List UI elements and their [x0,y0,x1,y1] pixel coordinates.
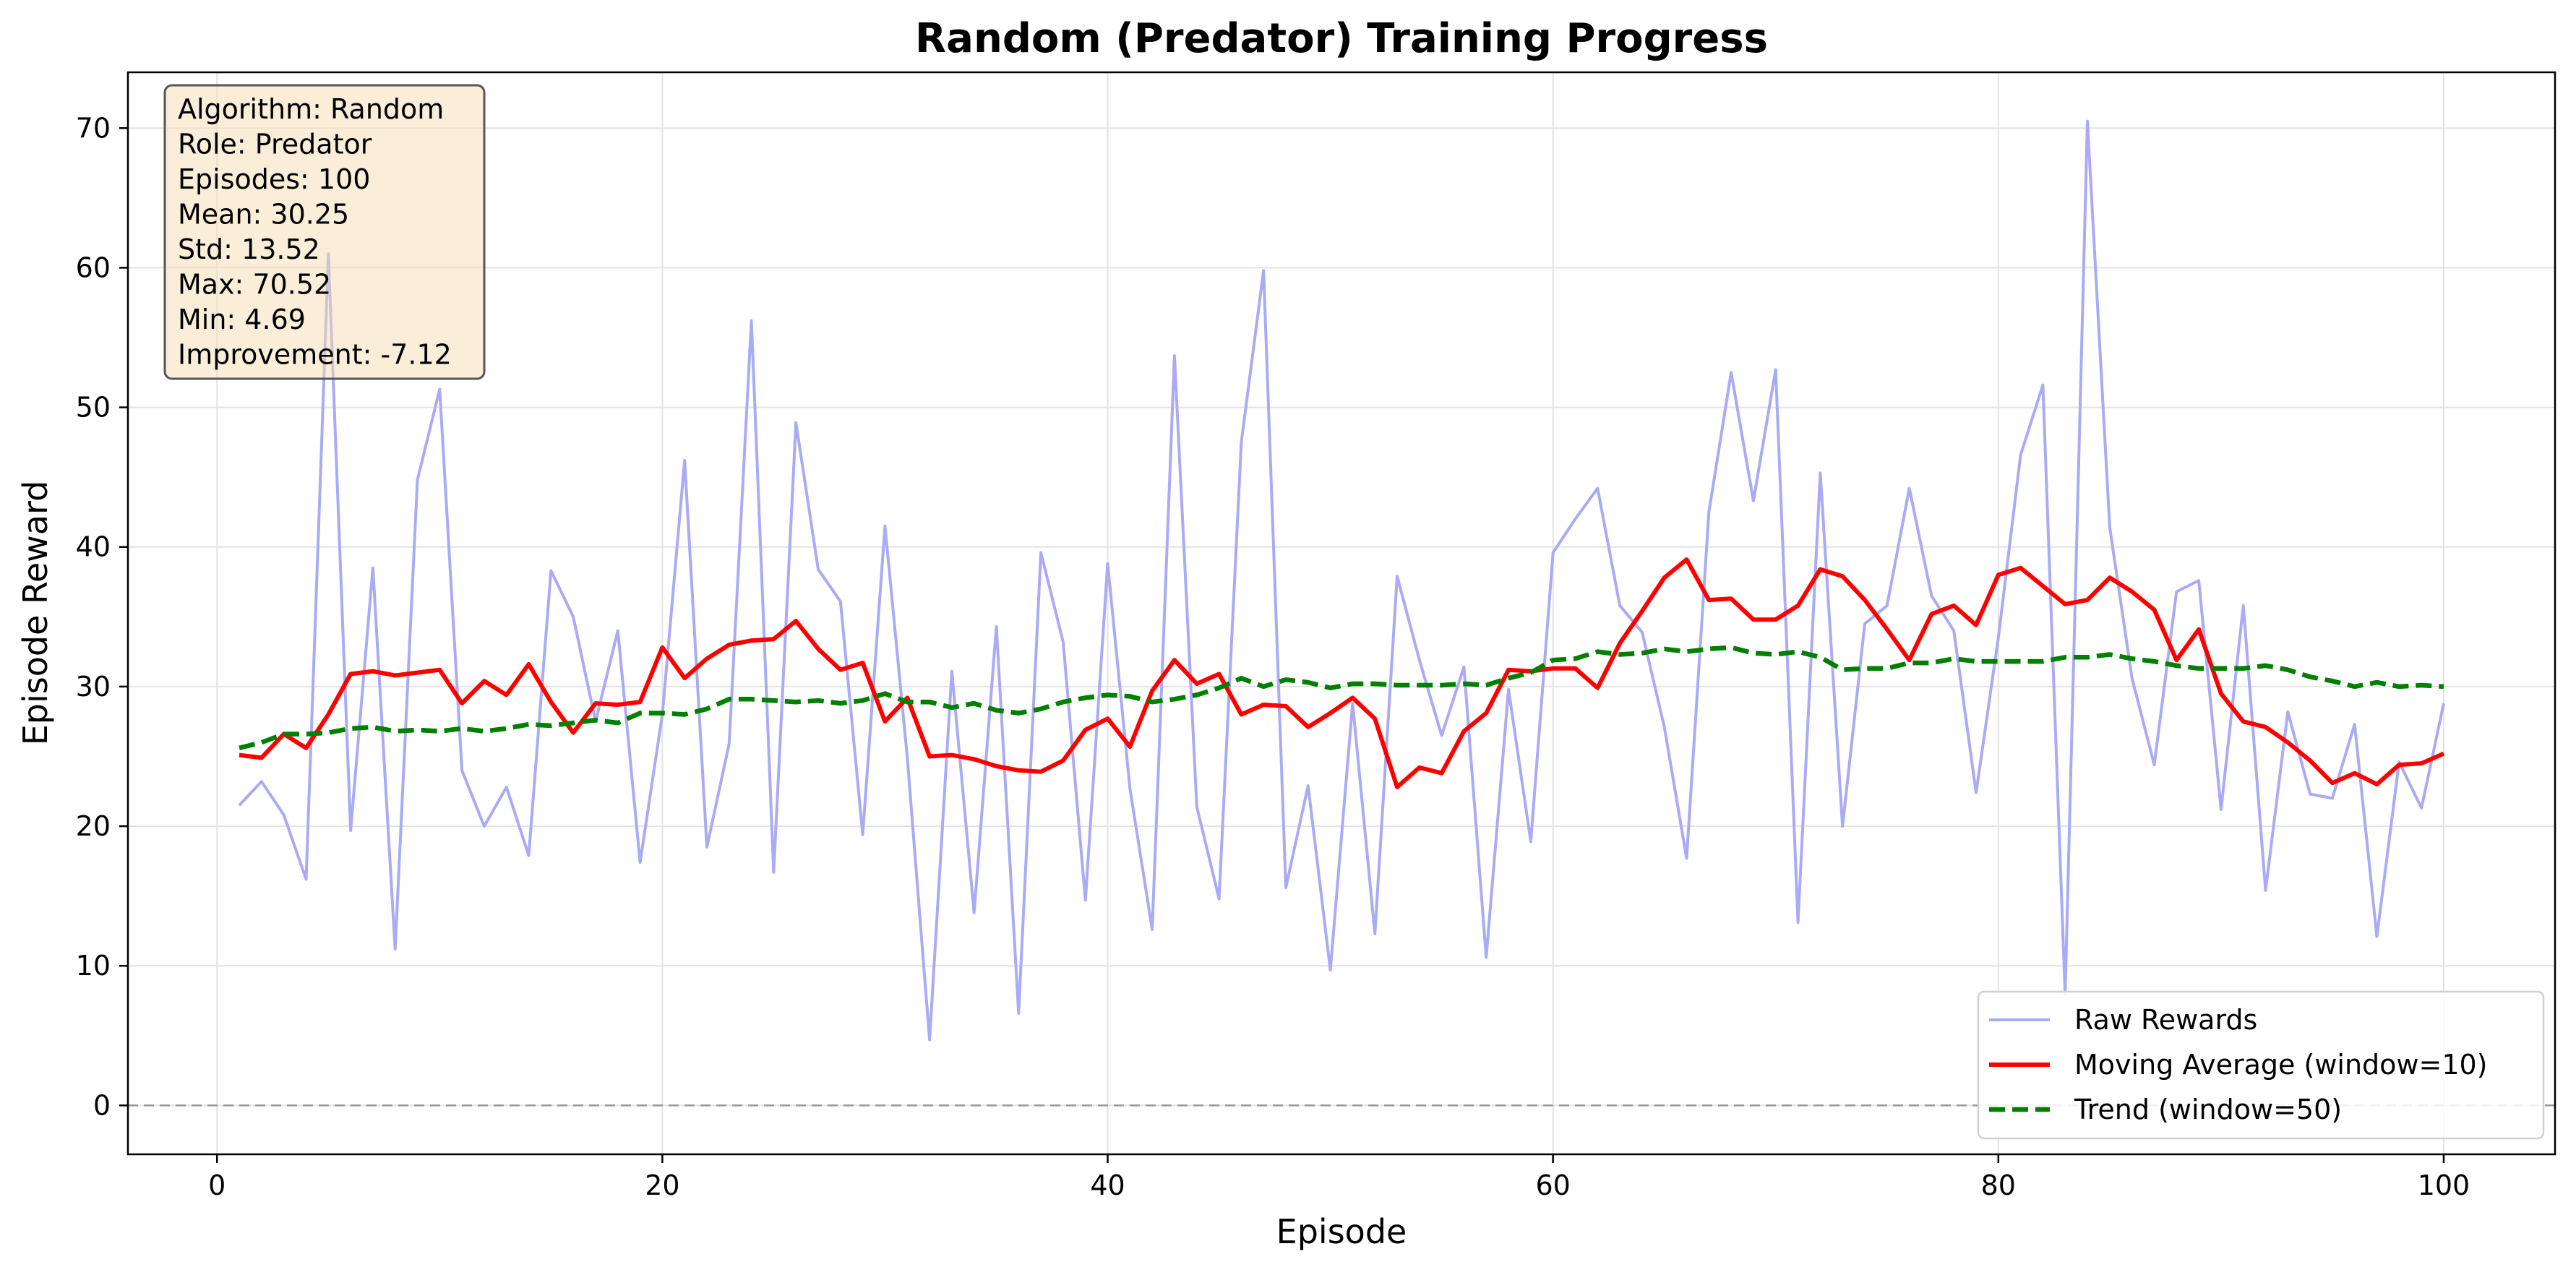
x-tick-label: 60 [1535,1169,1570,1201]
y-tick-label: 0 [93,1089,111,1121]
stats-box: Algorithm: Random Role: PredatorEpisodes:… [163,84,486,380]
stats-line: Algorithm: Random [178,93,444,125]
y-tick-label: 30 [76,671,111,703]
x-tick-label: 80 [1981,1169,2016,1201]
y-tick-label: 50 [76,392,111,424]
series-line-1 [238,119,2445,1042]
x-tick-label: 0 [208,1169,226,1201]
y-axis-ticks: 0 10 20 30 40 50 60 70 [76,112,128,1121]
legend-label-2: Moving Average (window=10) [2074,1049,2488,1081]
stats-line: Min: 4.69 [178,304,306,335]
x-axis-label: Episode [1276,1212,1407,1251]
x-tick-label: 40 [1090,1169,1125,1201]
series-line-2 [239,557,2445,789]
legend-frame [1977,990,2545,1140]
series-line-3 [239,645,2444,751]
series-layer [238,119,2445,1042]
y-tick-label: 70 [76,112,111,144]
y-tick-label: 60 [76,252,111,283]
plot-frame [126,71,2556,1156]
x-axis-ticks: 0 20 40 60 80 100 [208,1154,2470,1201]
legend-label-1: Raw Rewards [2074,1004,2257,1036]
stats-box-background [163,84,486,380]
stats-line: Role: Predator [178,129,372,160]
legend: Raw Rewards Moving Average (window=10) Tre… [1977,990,2545,1140]
x-tick-label: 20 [645,1169,679,1201]
stats-line: Std: 13.52 [178,233,320,265]
y-tick-label: 20 [76,810,111,842]
x-tick-label: 100 [2418,1169,2470,1201]
stats-line: Mean: 30.25 [178,199,349,231]
legend-label-3: Trend (window=50) [2074,1094,2342,1125]
stats-line: Max: 70.52 [178,269,331,301]
stats-line: Improvement: -7.12 [178,339,452,371]
stats-line: Episodes: 100 [178,163,370,195]
y-tick-label: 10 [76,950,111,982]
chart-title: Random (Predator) Training Progress [915,15,1768,62]
y-tick-label: 40 [76,531,111,563]
y-axis-label: Episode Reward [16,481,55,746]
